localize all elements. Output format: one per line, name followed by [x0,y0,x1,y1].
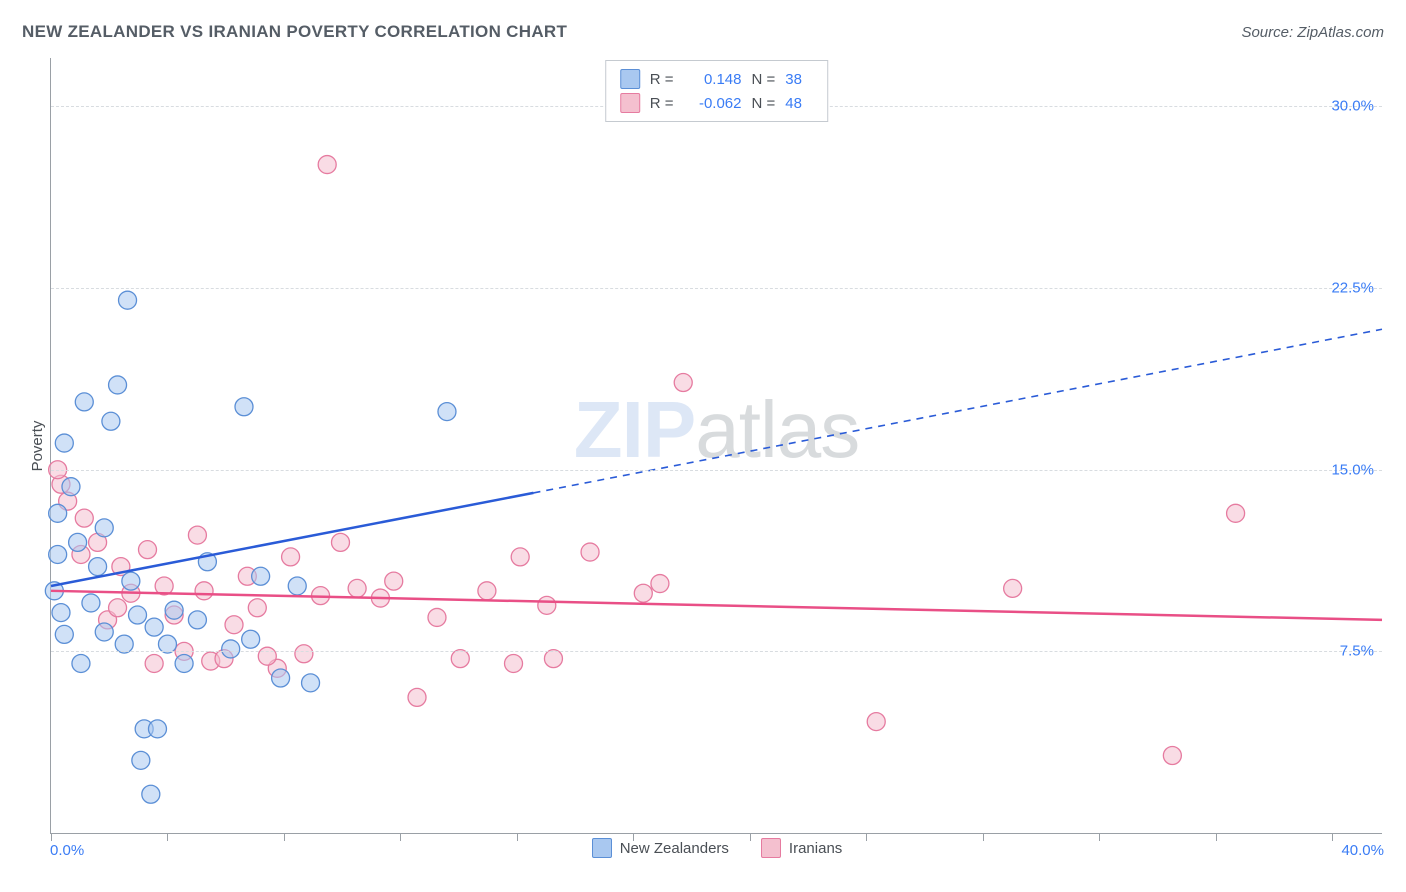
legend-stats: R = 0.148 N = 38 R = -0.062 N = 48 [605,60,829,122]
chart-svg [51,58,1382,833]
y-tick-label: 15.0% [1331,461,1374,478]
legend-n-label-0: N = [752,71,776,88]
legend-r-label-0: R = [650,71,674,88]
legend-r-value-1: -0.062 [684,95,742,112]
legend-n-label-1: N = [752,95,776,112]
legend-n-value-1: 48 [785,95,813,112]
y-tick-label: 30.0% [1331,98,1374,115]
source-label: Source: ZipAtlas.com [1241,24,1384,41]
y-tick-label: 7.5% [1340,643,1374,660]
title-row: NEW ZEALANDER VS IRANIAN POVERTY CORRELA… [22,22,1384,42]
legend-swatch-0 [620,69,640,89]
y-axis-label: Poverty [29,421,46,472]
y-tick-label: 22.5% [1331,280,1374,297]
legend-stats-row-0: R = 0.148 N = 38 [620,67,814,91]
legend-series: New Zealanders Iranians [50,838,1384,858]
chart-title: NEW ZEALANDER VS IRANIAN POVERTY CORRELA… [22,22,567,42]
legend-n-value-0: 38 [785,71,813,88]
legend-series-item-1: Iranians [761,838,842,858]
legend-series-label-0: New Zealanders [620,840,729,857]
legend-r-value-0: 0.148 [684,71,742,88]
legend-swatch-1 [620,93,640,113]
legend-series-swatch-0 [592,838,612,858]
legend-stats-row-1: R = -0.062 N = 48 [620,91,814,115]
plot-area: ZIPatlas R = 0.148 N = 38 R = -0.062 N =… [50,58,1382,834]
chart-container: NEW ZEALANDER VS IRANIAN POVERTY CORRELA… [0,0,1406,892]
legend-r-label-1: R = [650,95,674,112]
legend-series-item-0: New Zealanders [592,838,729,858]
legend-series-label-1: Iranians [789,840,842,857]
legend-series-swatch-1 [761,838,781,858]
